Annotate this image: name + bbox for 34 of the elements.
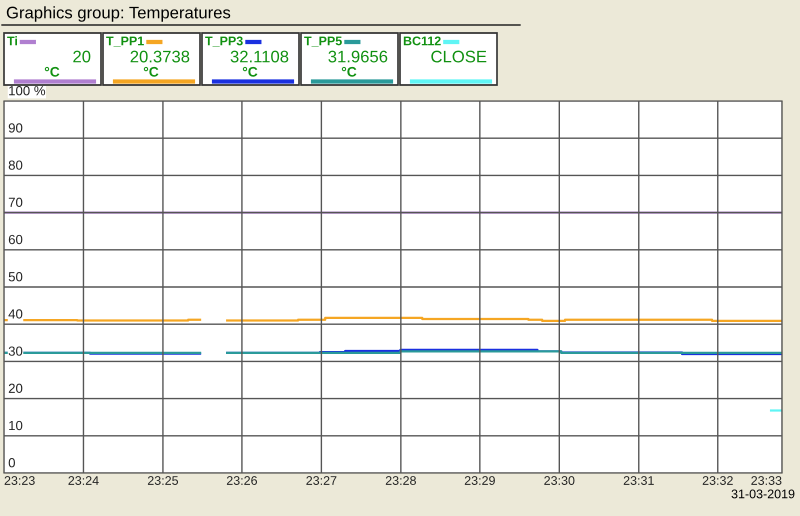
legend-label: Ti: [7, 36, 18, 46]
x-tick-label: 23:31: [624, 476, 654, 485]
y-tick-label: 0: [8, 458, 15, 468]
legend-label: BC112: [404, 36, 441, 46]
y-tick-label: 30: [8, 346, 22, 356]
x-tick-label: 23:29: [464, 476, 495, 485]
x-tick-label: 23:30: [544, 476, 574, 485]
x-tick-label: 23:24: [68, 476, 99, 485]
text: 20 °C: [44, 50, 90, 77]
text: 31.9656 °C: [328, 50, 388, 77]
y-tick-label: 100 %: [9, 86, 46, 96]
x-tick-label: 23:25: [148, 476, 178, 485]
legend-label: T_PP3: [205, 36, 243, 47]
text: 31-03-2019: [732, 490, 794, 498]
text: 20.3738 °C: [130, 50, 190, 77]
x-tick-label: 23:32: [702, 476, 733, 485]
y-tick-label: 50: [8, 272, 22, 282]
y-tick-label: 90: [8, 123, 22, 133]
y-tick-label: 20: [8, 384, 22, 393]
x-tick-label: 23:33: [751, 476, 782, 485]
y-tick-label: 10: [9, 420, 22, 430]
text: CLOSE: [431, 50, 486, 62]
y-tick-label: 80: [8, 160, 22, 170]
y-tick-label: 70: [8, 198, 22, 207]
x-tick-label: 23:28: [386, 476, 416, 485]
legend-label: T_PP1: [106, 36, 144, 47]
x-tick-label: 23:27: [306, 476, 336, 485]
text: 32.1108 °C: [230, 50, 288, 77]
y-tick-label: 60: [8, 234, 22, 244]
x-tick-label: 23:23: [4, 476, 35, 485]
y-tick-label: 40: [8, 309, 22, 319]
legend-label: T_PP5: [304, 36, 342, 47]
x-tick-label: 23:26: [226, 476, 258, 485]
chart-title: Graphics group: Temperatures: [6, 6, 230, 22]
